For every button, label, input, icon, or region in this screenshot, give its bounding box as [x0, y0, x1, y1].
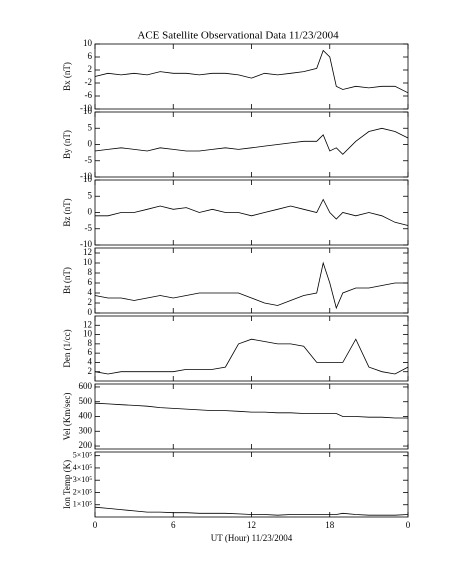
- data-line: [94, 506, 409, 516]
- x-tick-label: 0: [406, 520, 411, 530]
- y-tick-label: 2×10⁵: [73, 487, 93, 496]
- y-tick-label: 0: [88, 207, 93, 217]
- y-tick-label: 0: [88, 139, 93, 149]
- data-line: [94, 127, 409, 155]
- y-axis-label: Bx (nT): [62, 62, 72, 91]
- y-tick-label: 6: [88, 51, 93, 61]
- data-line: [95, 198, 409, 226]
- panel-frame: [94, 315, 409, 382]
- y-tick-label: 5: [88, 190, 93, 200]
- data-line: [94, 49, 409, 94]
- y-tick-label: 6: [88, 277, 93, 287]
- y-tick-label: -2: [85, 77, 93, 87]
- panel-frame: [94, 43, 409, 110]
- y-tick-label: 2: [88, 64, 93, 74]
- y-tick-label: 200: [79, 440, 93, 450]
- y-tick-label: 300: [79, 425, 93, 435]
- x-tick-label: 6: [171, 520, 176, 530]
- y-axis-label: Ion Temp (K): [62, 460, 72, 509]
- x-axis-label: UT (Hour) 11/23/2004: [211, 533, 293, 543]
- y-axis-label: By (nT): [62, 130, 72, 159]
- data-line: [94, 338, 409, 375]
- y-axis-label: Vel (Km/sec): [62, 393, 72, 441]
- x-tick-label: 18: [325, 520, 335, 530]
- panel-frame: [94, 247, 409, 314]
- y-tick-label: -5: [85, 223, 93, 233]
- y-tick-label: 12: [83, 319, 92, 329]
- y-tick-label: 10: [83, 329, 93, 339]
- y-tick-label: 1×10⁵: [73, 500, 93, 509]
- y-tick-label: -10: [80, 171, 92, 181]
- y-tick-label: 4: [88, 356, 93, 366]
- data-line: [94, 402, 408, 419]
- panel-frame: [94, 111, 409, 178]
- y-tick-label: -10: [80, 103, 92, 113]
- y-tick-label: 2: [88, 297, 93, 307]
- x-tick-label: 12: [247, 520, 256, 530]
- y-tick-label: 5: [88, 122, 93, 132]
- panel-frame: [94, 451, 409, 518]
- y-tick-label: 500: [79, 396, 93, 406]
- panel-frame: [94, 179, 409, 246]
- y-tick-label: 600: [79, 381, 93, 391]
- y-tick-label: 4×10⁵: [73, 463, 93, 472]
- y-tick-label: 8: [88, 267, 93, 277]
- y-tick-label: 5×10⁵: [73, 451, 93, 460]
- x-tick-label: 0: [93, 520, 98, 530]
- chart-title: ACE Satellite Observational Data 11/23/2…: [137, 30, 339, 42]
- y-axis-label: Bt (nT): [62, 267, 72, 294]
- y-tick-label: 4: [88, 287, 93, 297]
- y-tick-label: -6: [85, 90, 93, 100]
- y-tick-label: 8: [88, 338, 93, 348]
- y-tick-label: 12: [83, 247, 92, 257]
- y-tick-label: 10: [83, 106, 93, 116]
- data-line: [94, 261, 408, 310]
- y-tick-label: 10: [83, 174, 93, 184]
- y-axis-label: Bz (nT): [62, 198, 72, 226]
- y-tick-label: 400: [79, 411, 93, 421]
- y-tick-label: 2: [88, 366, 93, 376]
- y-tick-label: 3×10⁵: [73, 475, 93, 484]
- y-axis-label: Den (1/cc): [62, 329, 72, 367]
- y-tick-label: -5: [85, 155, 93, 165]
- y-tick-label: 10: [83, 38, 93, 48]
- y-tick-label: -10: [80, 239, 92, 249]
- y-tick-label: 10: [83, 257, 93, 267]
- y-tick-label: 6: [88, 347, 93, 357]
- y-tick-label: 0: [88, 307, 93, 317]
